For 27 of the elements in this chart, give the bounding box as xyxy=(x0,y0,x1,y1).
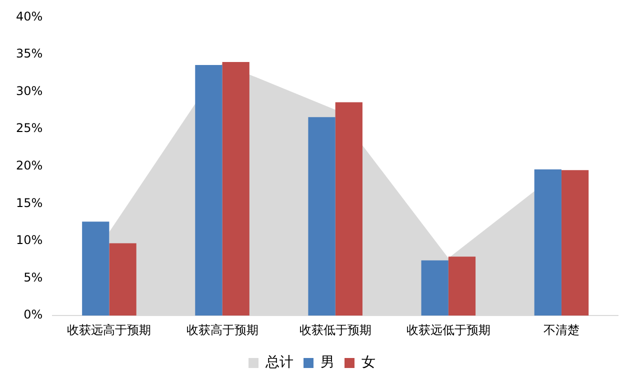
bar xyxy=(335,102,362,316)
x-tick-label: 不清楚 xyxy=(543,322,580,337)
y-tick-label: 40% xyxy=(16,9,43,24)
bar xyxy=(421,260,448,316)
bar xyxy=(534,169,562,316)
bar xyxy=(222,62,250,316)
legend-label: 总计 xyxy=(264,354,294,371)
y-tick-label: 30% xyxy=(16,84,43,98)
x-tick-label: 收获高于预期 xyxy=(186,322,258,337)
x-tick-label: 收获远低于预期 xyxy=(406,322,490,337)
y-tick-label: 35% xyxy=(16,46,43,61)
y-tick-label: 10% xyxy=(16,233,43,248)
legend-label: 男 xyxy=(320,354,334,371)
bar xyxy=(561,170,589,316)
x-tick-label: 收获远高于预期 xyxy=(67,322,152,337)
bar xyxy=(195,64,222,316)
bar xyxy=(82,222,110,316)
y-tick-label: 20% xyxy=(16,158,43,173)
bar xyxy=(109,243,136,316)
legend-label: 女 xyxy=(362,354,376,371)
y-tick-label: 5% xyxy=(24,270,43,284)
y-tick-label: 0% xyxy=(24,308,43,322)
x-tick-label: 收获低于预期 xyxy=(299,322,372,337)
y-tick-label: 25% xyxy=(16,121,43,136)
bar xyxy=(448,256,476,316)
y-tick-label: 15% xyxy=(16,196,43,210)
bar xyxy=(308,117,336,316)
